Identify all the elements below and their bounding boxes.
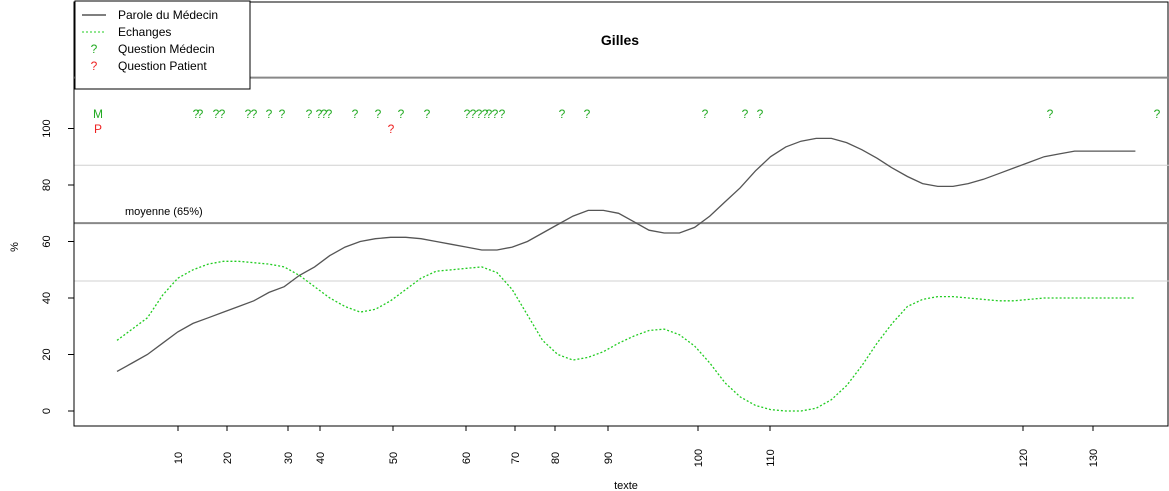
chart-title: Gilles — [601, 32, 639, 48]
legend-entry: Parole du Médecin — [118, 8, 218, 22]
x-tick-label: 90 — [603, 452, 615, 464]
y-tick-label: 60 — [41, 235, 53, 247]
question-medecin-marker: ? — [1154, 107, 1161, 121]
mean-line-label: moyenne (65%) — [125, 206, 203, 218]
question-medecin-marker: ? — [559, 107, 566, 121]
question-medecin-marker: ? — [193, 107, 200, 121]
question-medecin-marker: ? — [316, 107, 323, 121]
x-tick-label: 80 — [550, 452, 562, 464]
x-tick-label: 50 — [388, 452, 400, 464]
x-tick-label: 130 — [1088, 449, 1100, 467]
legend-swatch-question-patient: ? — [91, 59, 98, 73]
question-medecin-marker: ? — [213, 107, 220, 121]
y-axis-label: % — [9, 242, 21, 252]
legend-entry: Echanges — [118, 25, 171, 39]
question-medecin-marker: ? — [352, 107, 359, 121]
legend-swatch-question-medecin: ? — [91, 42, 98, 56]
question-medecin-marker: ? — [279, 107, 286, 121]
x-tick-label: 10 — [173, 452, 185, 464]
question-medecin-marker: ? — [757, 107, 764, 121]
legend-entry: Question Médecin — [118, 42, 215, 56]
y-tick-label: 100 — [41, 119, 53, 137]
question-medecin-marker: ? — [306, 107, 313, 121]
x-tick-label: 30 — [283, 452, 295, 464]
y-tick-label: 0 — [41, 408, 53, 414]
series-line-echanges — [116, 260, 1136, 412]
question-medecin-marker: ? — [464, 107, 471, 121]
row-label-patient: P — [94, 122, 102, 136]
question-medecin-marker: ? — [219, 107, 226, 121]
question-medecin-marker: ? — [470, 107, 477, 121]
question-medecin-marker: ? — [326, 107, 333, 121]
question-medecin-marker: ? — [197, 107, 204, 121]
legend-entry: Question Patient — [118, 59, 207, 73]
row-label-medecin: M — [93, 107, 103, 121]
x-tick-label: 20 — [222, 452, 234, 464]
question-medecin-marker: ? — [424, 107, 431, 121]
question-medecin-marker: ? — [702, 107, 709, 121]
question-medecin-marker: ? — [492, 107, 499, 121]
question-medecin-marker: ? — [742, 107, 749, 121]
question-patient-marker: ? — [388, 122, 395, 136]
x-axis-label: texte — [614, 480, 638, 491]
x-tick-label: 70 — [510, 452, 522, 464]
x-tick-label: 40 — [315, 452, 327, 464]
question-medecin-marker: ? — [245, 107, 252, 121]
series-line-parole — [116, 137, 1136, 372]
question-medecin-marker: ? — [1047, 107, 1054, 121]
x-tick-label: 60 — [461, 452, 473, 464]
y-tick-label: 20 — [41, 348, 53, 360]
question-medecin-marker: ? — [486, 107, 493, 121]
x-tick-label: 100 — [693, 449, 705, 467]
y-tick-label: 40 — [41, 292, 53, 304]
question-medecin-marker: ? — [251, 107, 258, 121]
question-medecin-marker: ? — [499, 107, 506, 121]
question-medecin-marker: ? — [375, 107, 382, 121]
y-tick-label: 80 — [41, 179, 53, 191]
question-medecin-marker: ? — [482, 107, 489, 121]
question-medecin-marker: ? — [584, 107, 591, 121]
question-medecin-marker: ? — [398, 107, 405, 121]
x-tick-label: 110 — [765, 449, 777, 467]
question-medecin-marker: ? — [266, 107, 273, 121]
x-tick-label: 120 — [1018, 449, 1030, 467]
question-medecin-marker: ? — [476, 107, 483, 121]
question-medecin-marker: ? — [321, 107, 328, 121]
